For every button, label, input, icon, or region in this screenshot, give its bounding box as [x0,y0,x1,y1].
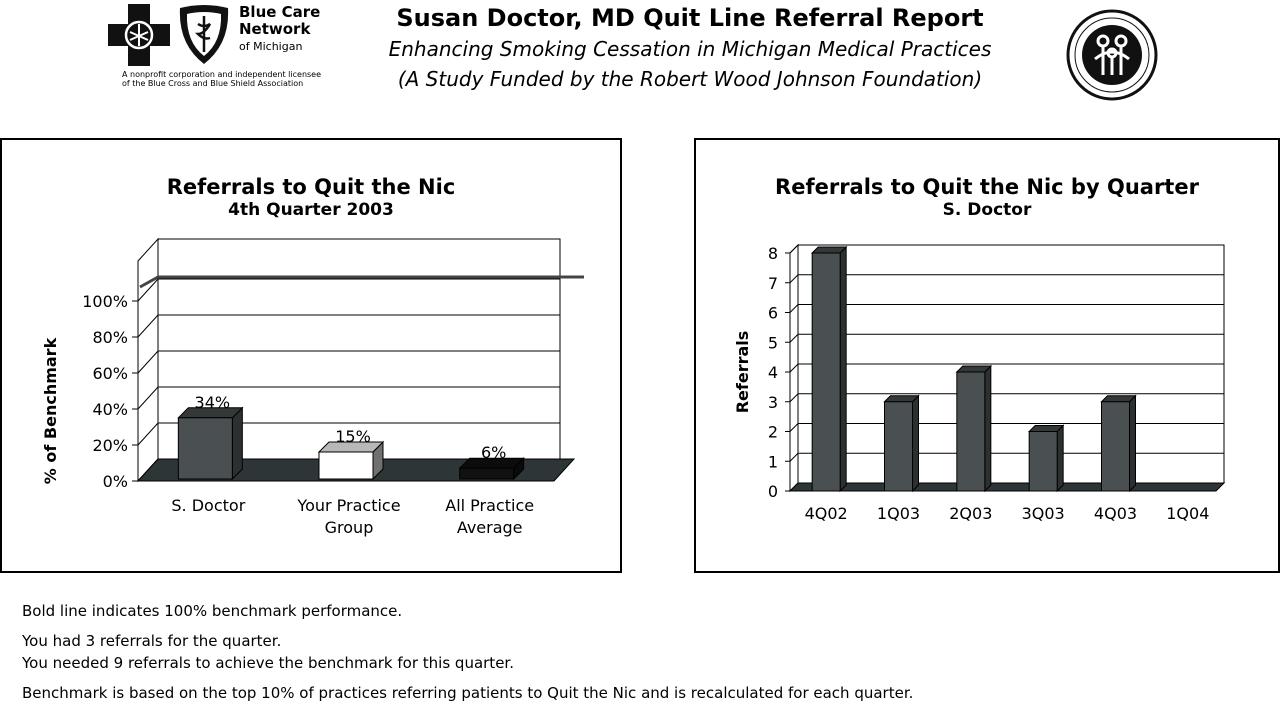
chart2-gridline [789,393,1224,403]
chart1-x-tick-label: S. Doctor [171,496,245,515]
chart1-side-wall [137,237,159,483]
chart2-y-tick-label: 2 [768,423,778,442]
report-subtitle-1: Enhancing Smoking Cessation in Michigan … [388,37,992,61]
chart2-gridline [789,304,1224,313]
org-fine-print-1: A nonprofit corporation and independent … [122,70,322,79]
chart2-y-tick-label: 3 [768,393,778,412]
report-subtitle-2: (A Study Funded by the Robert Wood Johns… [397,67,983,91]
chart1-x-tick-label: All Practice [445,496,534,515]
chart2-floor [788,482,1226,492]
chart1-gridline [137,278,560,302]
org-fine-print-2: of the Blue Cross and Blue Shield Associ… [122,79,304,88]
chart2-gridline [789,274,1224,284]
chart2-x-tick-label: 1Q04 [1166,504,1209,523]
chart1-title-block: Referrals to Quit the Nic 4th Quarter 20… [2,174,620,220]
chart1-data-label: 34% [195,393,231,412]
blue-shield-icon [179,5,229,64]
chart1-x-tick-label: Group [325,518,374,537]
footnote-benchmark-line: Bold line indicates 100% benchmark perfo… [22,602,403,620]
chart1-title: Referrals to Quit the Nic [166,175,456,199]
footnote-referrals-needed: You needed 9 referrals to achieve the be… [22,654,514,672]
chart2-bar [955,364,993,493]
benchmark-bar-chart: 0% 20% 40% 60% 80% 100% 34% S. Doctor 15% Your Pr… [41,237,584,537]
chart2-y-tick-label: 6 [768,304,778,323]
blue-care-network-logo: Blue Care Network of Michigan A nonprofi… [108,4,338,92]
org-name: Blue Care Network of Michigan [239,4,320,55]
chart1-gridline [137,386,560,410]
chart2-x-tick-label: 4Q03 [1094,504,1137,523]
chart2-subtitle: S. Doctor [942,200,1032,220]
org-name-line3: of Michigan [239,40,303,53]
chart-panel-benchmark: Referrals to Quit the Nic 4th Quarter 20… [0,138,622,573]
chart2-gridline [789,333,1224,343]
chart2-bar [810,245,848,493]
org-name-line1: Blue Care [239,3,321,21]
chart2-y-tick-label: 8 [768,244,778,263]
chart1-benchmark-line-slant [139,275,159,289]
blue-cross-icon [108,4,170,66]
chart1-data-label: 6% [481,443,506,462]
chart1-gridline [137,350,560,374]
chart2-bar [883,394,920,493]
chart1-subtitle: 4th Quarter 2003 [228,200,394,220]
chart2-x-tick-label: 3Q03 [1022,504,1065,523]
chart1-bar [177,406,244,481]
chart2-gridline [789,363,1224,373]
chart2-gridline [789,452,1224,462]
footnote-benchmark-basis: Benchmark is based on the top 10% of pra… [22,684,914,702]
chart1-y-tick-label: 60% [92,364,128,383]
chart2-y-tick-label: 1 [768,452,778,471]
chart1-y-axis-label: % of Benchmark [41,337,60,484]
chart2-y-tick-label: 7 [768,274,778,293]
msu-family-medicine-seal [1066,9,1158,101]
chart2-bar [1027,424,1065,493]
chart1-x-tick-label: Average [457,518,523,537]
chart2-x-tick-label: 1Q03 [877,504,920,523]
chart2-y-tick-label: 5 [768,333,778,352]
chart2-y-tick-label: 4 [768,363,778,382]
chart-panel-quarterly: Referrals to Quit the Nic by Quarter S. … [694,138,1280,573]
chart1-bar [458,456,525,481]
report-title-block: Susan Doctor, MD Quit Line Referral Repo… [340,2,1040,94]
chart2-x-tick-label: 2Q03 [949,504,992,523]
chart2-x-tick-label: 4Q02 [805,504,848,523]
org-fine-print: A nonprofit corporation and independent … [122,70,321,88]
report-header: Blue Care Network of Michigan A nonprofi… [0,0,1280,110]
chart2-title-block: Referrals to Quit the Nic by Quarter S. … [696,174,1278,220]
chart2-gridline [789,423,1224,432]
chart1-bar [317,440,385,481]
chart1-x-tick-label: Your Practice [296,496,400,515]
chart1-gridline [137,314,560,338]
chart2-y-tick-label: 0 [768,482,778,501]
org-name-line2: Network [239,20,311,38]
footnote-referrals-had: You had 3 referrals for the quarter. [22,632,282,650]
chart1-y-tick-label: 80% [92,328,128,347]
chart2-bar [1100,394,1137,493]
chart1-y-tick-label: 100% [82,292,128,311]
footnotes: Bold line indicates 100% benchmark perfo… [22,600,913,704]
chart2-title: Referrals to Quit the Nic by Quarter [775,175,1199,199]
report-title: Susan Doctor, MD Quit Line Referral Repo… [396,4,984,32]
quarterly-referrals-bar-chart: 0 1 2 3 4 5 6 7 8 4Q02 1Q03 2Q03 3Q03 4Q03 1Q04 Referra… [733,243,1226,523]
chart1-y-tick-label: 20% [92,436,128,455]
chart1-y-tick-label: 40% [92,400,128,419]
chart2-y-axis-label: Referrals [733,331,752,414]
chart1-data-label: 15% [335,427,371,446]
chart1-gridline [137,422,560,446]
chart1-y-tick-label: 0% [103,472,128,491]
chart2-gridline [789,244,1224,254]
